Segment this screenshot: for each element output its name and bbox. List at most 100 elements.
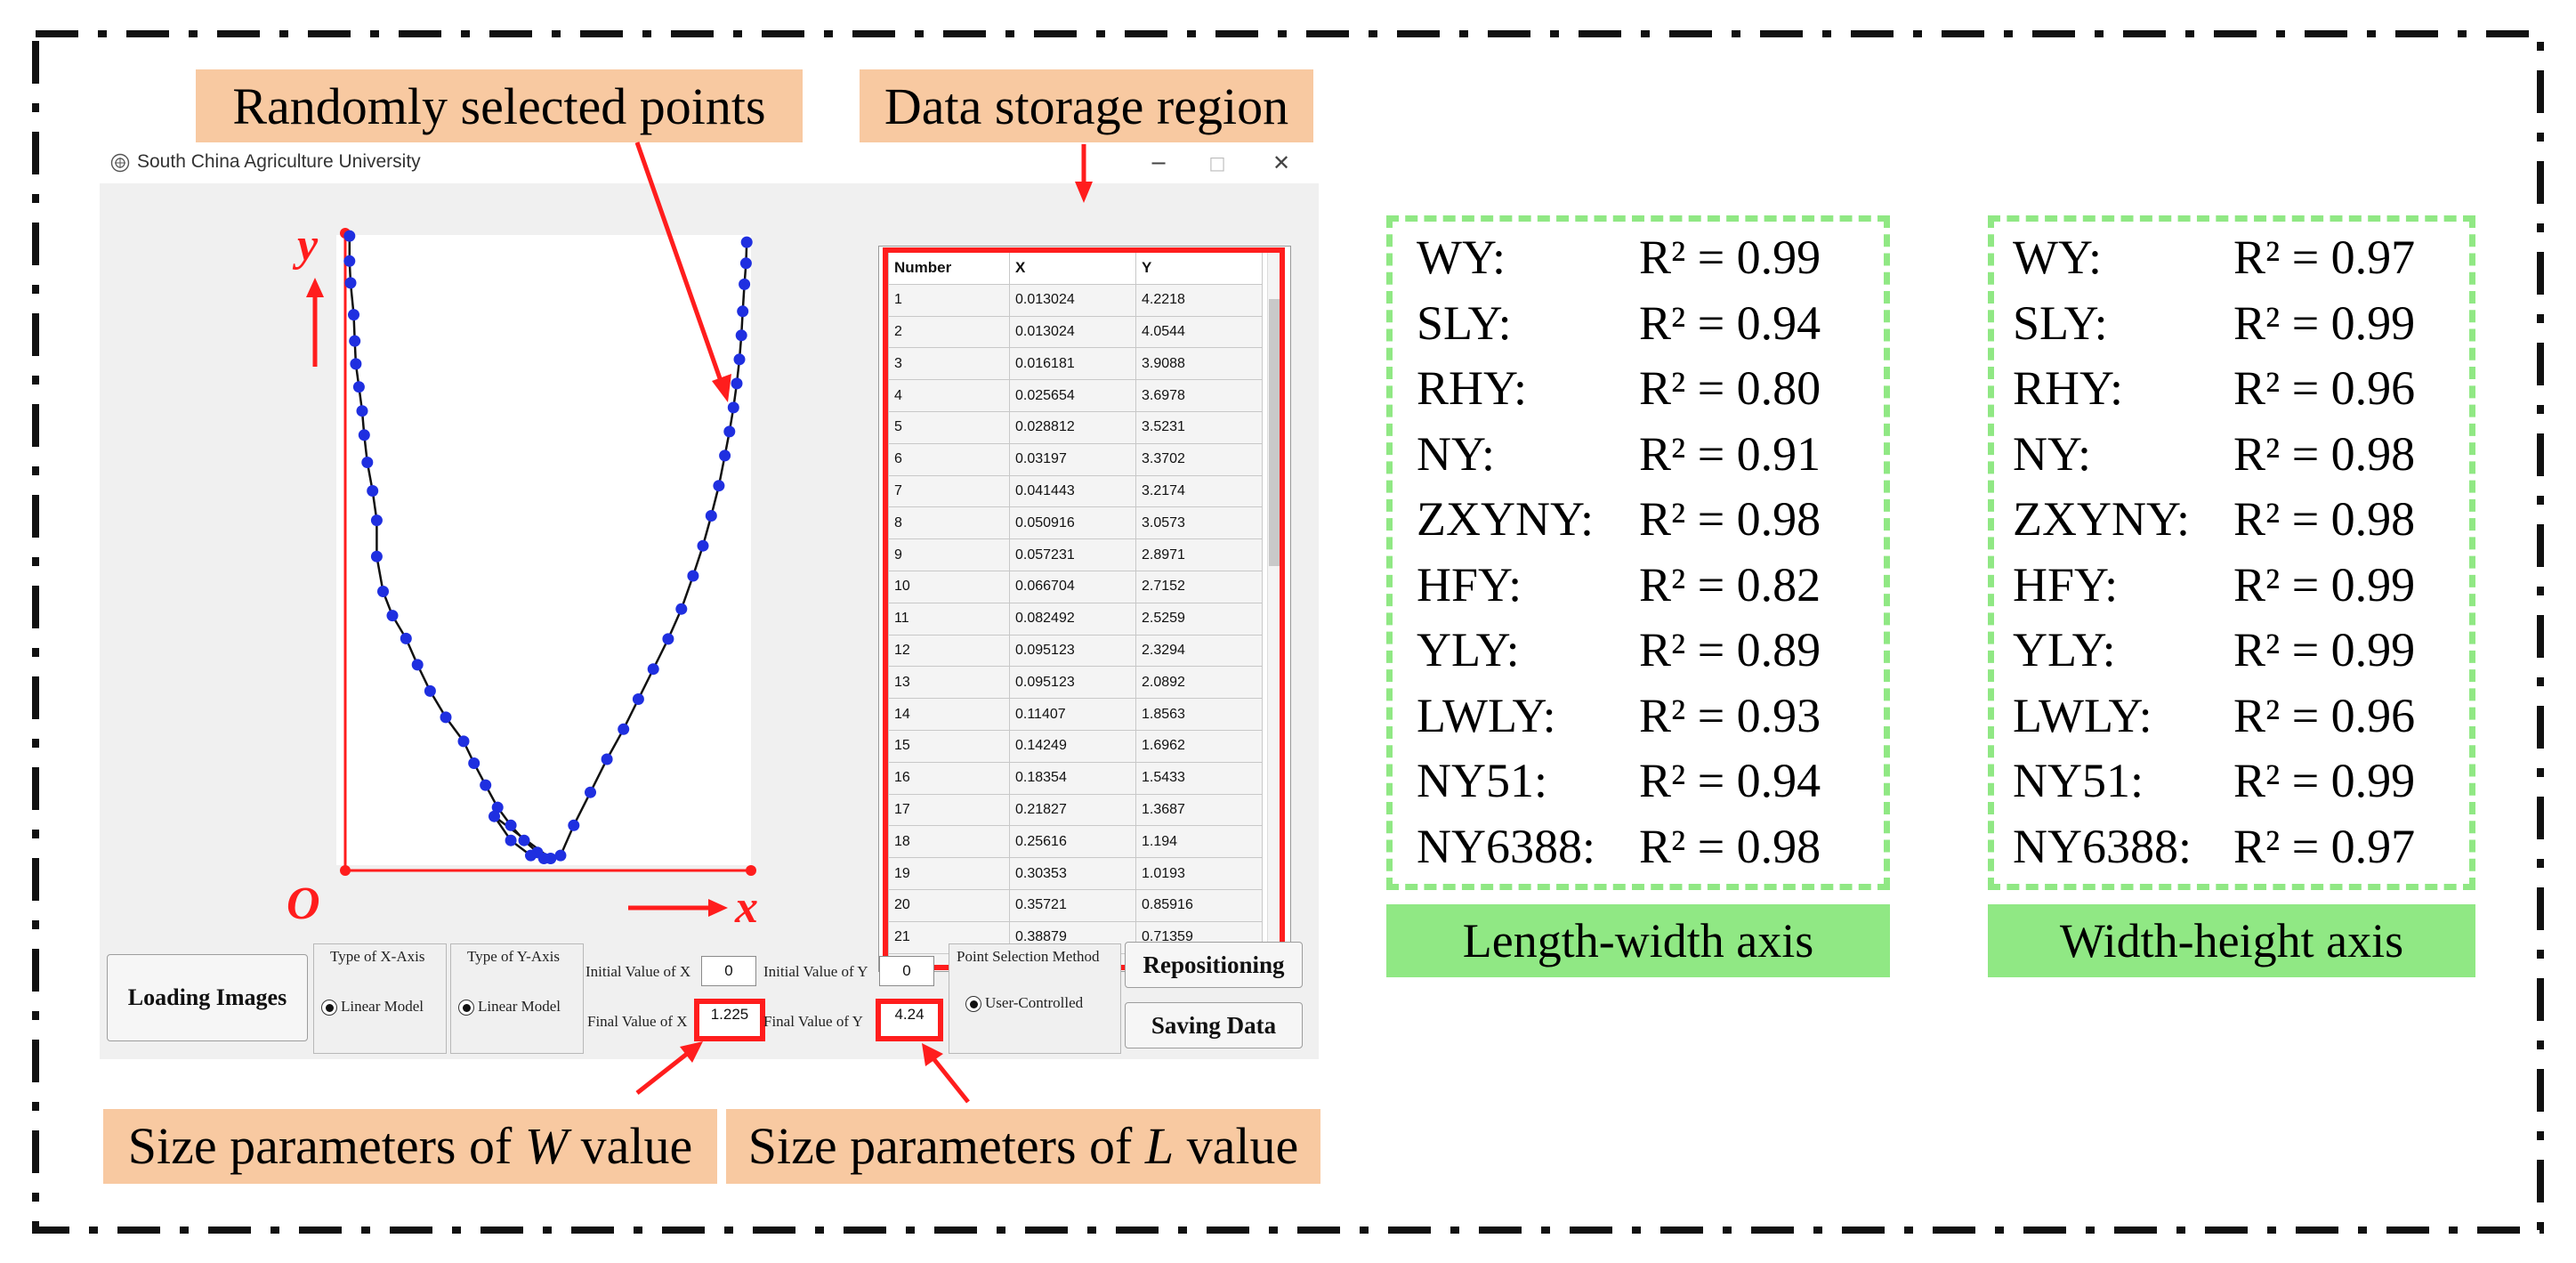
initial-x-input[interactable]: 0 bbox=[701, 956, 756, 986]
table-row[interactable]: 12 0.095123 2.3294 bbox=[888, 634, 1263, 668]
selected-point[interactable] bbox=[344, 277, 357, 289]
cell-x[interactable]: 0.025654 bbox=[1009, 379, 1136, 412]
selected-point[interactable] bbox=[480, 779, 492, 791]
cell-x[interactable]: 0.028812 bbox=[1009, 410, 1136, 444]
selected-point[interactable] bbox=[468, 757, 480, 769]
cell-number[interactable]: 2 bbox=[888, 315, 1010, 349]
cell-y[interactable]: 2.7152 bbox=[1135, 570, 1263, 603]
cell-x[interactable]: 0.30353 bbox=[1009, 857, 1136, 890]
selected-point[interactable] bbox=[697, 539, 709, 552]
selected-point[interactable] bbox=[348, 309, 359, 321]
cell-x[interactable]: 0.013024 bbox=[1009, 315, 1136, 349]
table-row[interactable]: 6 0.03197 3.3702 bbox=[888, 442, 1263, 476]
cell-number[interactable]: 18 bbox=[888, 825, 1010, 859]
selected-point[interactable] bbox=[632, 693, 644, 705]
table-row[interactable]: 4 0.025654 3.6978 bbox=[888, 379, 1263, 412]
selected-point[interactable] bbox=[358, 429, 370, 441]
selected-point[interactable] bbox=[675, 603, 688, 615]
cell-x[interactable]: 0.082492 bbox=[1009, 602, 1136, 636]
selected-point[interactable] bbox=[731, 377, 743, 390]
cell-y[interactable]: 3.3702 bbox=[1135, 442, 1263, 476]
cell-number[interactable]: 16 bbox=[888, 761, 1010, 795]
selected-point[interactable] bbox=[361, 457, 374, 468]
cell-y[interactable]: 2.5259 bbox=[1135, 602, 1263, 636]
cell-number[interactable]: 14 bbox=[888, 698, 1010, 731]
cell-y[interactable]: 1.5433 bbox=[1135, 761, 1263, 795]
selected-point[interactable] bbox=[457, 735, 470, 748]
selected-point[interactable] bbox=[367, 485, 379, 497]
y-axis-linear-option[interactable]: Linear Model bbox=[458, 998, 561, 1016]
cell-y[interactable]: 2.0892 bbox=[1135, 666, 1263, 700]
cell-y[interactable]: 4.0544 bbox=[1135, 315, 1263, 349]
selected-point[interactable] bbox=[356, 405, 368, 417]
cell-number[interactable]: 4 bbox=[888, 379, 1010, 412]
header-y[interactable]: Y bbox=[1135, 252, 1263, 285]
table-row[interactable]: 19 0.30353 1.0193 bbox=[888, 857, 1263, 890]
selected-point[interactable] bbox=[740, 236, 753, 248]
image-plot-area[interactable]: y x O bbox=[109, 196, 849, 943]
cell-y[interactable]: 2.8971 bbox=[1135, 538, 1263, 571]
cell-number[interactable]: 19 bbox=[888, 857, 1010, 890]
selected-point[interactable] bbox=[737, 305, 749, 318]
selected-point[interactable] bbox=[585, 786, 596, 798]
cell-number[interactable]: 12 bbox=[888, 634, 1010, 668]
cell-x[interactable]: 0.066704 bbox=[1009, 570, 1136, 603]
cell-x[interactable]: 0.050916 bbox=[1009, 506, 1136, 540]
selected-point[interactable] bbox=[491, 801, 504, 814]
cell-x[interactable]: 0.095123 bbox=[1009, 666, 1136, 700]
cell-y[interactable]: 1.6962 bbox=[1135, 729, 1263, 763]
data-storage-table[interactable]: Number X Y 1 0.013024 4.2218 2 0.013024 4.054… bbox=[878, 246, 1291, 972]
table-row[interactable]: 2 0.013024 4.0544 bbox=[888, 315, 1263, 349]
selected-point[interactable] bbox=[411, 659, 424, 671]
loading-images-button[interactable]: Loading Images bbox=[107, 954, 308, 1041]
user-controlled-option[interactable]: User-Controlled bbox=[965, 994, 1083, 1013]
selected-point[interactable] bbox=[733, 353, 746, 366]
cell-y[interactable]: 1.0193 bbox=[1135, 857, 1263, 890]
header-number[interactable]: Number bbox=[888, 252, 1010, 285]
selected-point[interactable] bbox=[343, 230, 356, 242]
table-row[interactable]: 5 0.028812 3.5231 bbox=[888, 410, 1263, 444]
table-row[interactable]: 10 0.066704 2.7152 bbox=[888, 570, 1263, 603]
cell-number[interactable]: 17 bbox=[888, 793, 1010, 827]
selected-point[interactable] bbox=[739, 278, 751, 290]
table-row[interactable]: 16 0.18354 1.5433 bbox=[888, 761, 1263, 795]
x-axis-linear-option[interactable]: Linear Model bbox=[321, 998, 424, 1016]
selected-point[interactable] bbox=[713, 480, 725, 492]
table-row[interactable]: 20 0.35721 0.85916 bbox=[888, 888, 1263, 922]
selected-point[interactable] bbox=[505, 834, 517, 846]
cell-y[interactable]: 3.6978 bbox=[1135, 379, 1263, 412]
cell-number[interactable]: 13 bbox=[888, 666, 1010, 700]
cell-number[interactable]: 5 bbox=[888, 410, 1010, 444]
cell-y[interactable]: 3.9088 bbox=[1135, 347, 1263, 381]
cell-number[interactable]: 15 bbox=[888, 729, 1010, 763]
selected-point[interactable] bbox=[735, 329, 747, 342]
title-bar[interactable]: South China Agriculture University − □ ✕ bbox=[100, 142, 1319, 183]
selected-point[interactable] bbox=[525, 849, 537, 862]
table-scrollbar-thumb[interactable] bbox=[1269, 299, 1280, 566]
cell-number[interactable]: 8 bbox=[888, 506, 1010, 540]
cell-number[interactable]: 11 bbox=[888, 602, 1010, 636]
selected-point[interactable] bbox=[352, 381, 365, 393]
selected-point[interactable] bbox=[739, 257, 752, 270]
table-row[interactable]: 3 0.016181 3.9088 bbox=[888, 347, 1263, 381]
cell-y[interactable]: 3.0573 bbox=[1135, 506, 1263, 540]
selected-point[interactable] bbox=[554, 849, 567, 862]
initial-y-input[interactable]: 0 bbox=[879, 956, 934, 986]
selected-point[interactable] bbox=[505, 819, 517, 831]
close-button[interactable]: ✕ bbox=[1272, 150, 1291, 175]
table-row[interactable]: 15 0.14249 1.6962 bbox=[888, 729, 1263, 763]
cell-x[interactable]: 0.041443 bbox=[1009, 474, 1136, 508]
table-row[interactable]: 14 0.11407 1.8563 bbox=[888, 698, 1263, 731]
x-axis-linear-radio[interactable] bbox=[321, 1000, 337, 1016]
maximize-button[interactable]: □ bbox=[1208, 152, 1226, 174]
table-row[interactable]: 8 0.050916 3.0573 bbox=[888, 506, 1263, 540]
selected-point[interactable] bbox=[350, 358, 362, 370]
repositioning-button[interactable]: Repositioning bbox=[1125, 942, 1303, 988]
selected-point[interactable] bbox=[343, 255, 356, 267]
selected-point[interactable] bbox=[705, 510, 717, 522]
selected-point[interactable] bbox=[662, 633, 674, 645]
cell-number[interactable]: 9 bbox=[888, 538, 1010, 571]
selected-point[interactable] bbox=[618, 723, 630, 735]
table-row[interactable]: 7 0.041443 3.2174 bbox=[888, 474, 1263, 508]
cell-number[interactable]: 3 bbox=[888, 347, 1010, 381]
